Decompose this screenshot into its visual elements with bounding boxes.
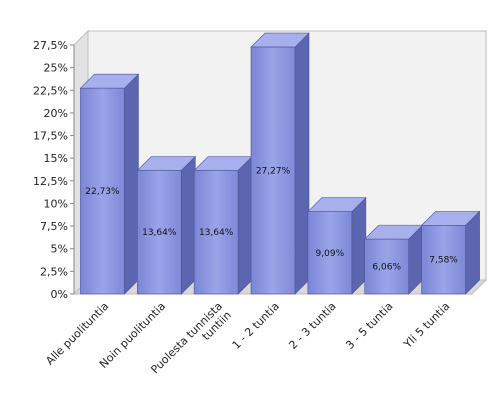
bar: 27,27% [250,32,310,295]
y-tick-label: 17,5% [33,130,68,143]
y-tick-label: 7,5% [40,220,68,233]
x-tick-label: 3 - 5 tuntia [343,300,395,352]
data-label: 7,58% [429,256,458,266]
y-tick-label: 15% [44,152,68,165]
data-label: 27,27% [256,167,291,177]
bar: 22,73% [79,73,140,295]
data-label: 22,73% [85,187,120,197]
bar-side [237,155,253,295]
x-tick-label: 1 - 2 tuntia [230,300,282,352]
bar-side [124,73,139,295]
bar-side [351,196,367,295]
bar-front [421,225,466,295]
bar-front [80,87,125,295]
bar: 6,06% [363,224,424,295]
x-tick-label: Yli 5 tuntia [401,300,453,352]
bar: 13,64% [136,155,197,295]
y-tick-label: 27,5% [33,39,68,52]
bar-side [465,210,480,295]
data-label: 13,64% [142,228,177,238]
y-tick-label: 0% [51,288,68,301]
bar-front [307,211,353,295]
x-tick-label: 2 - 3 tuntia [286,300,338,352]
bar-side [180,155,196,295]
bar: 7,58% [420,210,481,295]
bar-front [136,170,182,295]
bar: 9,09% [307,196,367,295]
data-label: 9,09% [316,249,345,259]
data-label: 6,06% [372,263,401,273]
bar-front [250,46,296,295]
y-tick-label: 2,5% [40,265,68,278]
y-axis: 0% 2,5% 5% 7,5% 10% 12,5% 15% 17,5% 20% 22,5% 25% 2… [33,39,75,301]
y-tick-label: 5% [51,243,68,256]
y-tick-label: 10% [44,197,68,210]
bars: 22,73% 13,64% 13,64% 27,27% 9,09% 6,06% 7,58% [79,32,481,295]
y-tick-label: 25% [44,62,68,75]
bar-front [364,238,410,295]
data-label: 13,64% [199,228,234,238]
bar-front [193,170,239,295]
bar-side [294,32,310,295]
y-tick-label: 20% [44,107,68,120]
bar: 13,64% [193,155,253,295]
y-tick-label: 22,5% [33,84,68,97]
y-tick-label: 12,5% [33,175,68,188]
